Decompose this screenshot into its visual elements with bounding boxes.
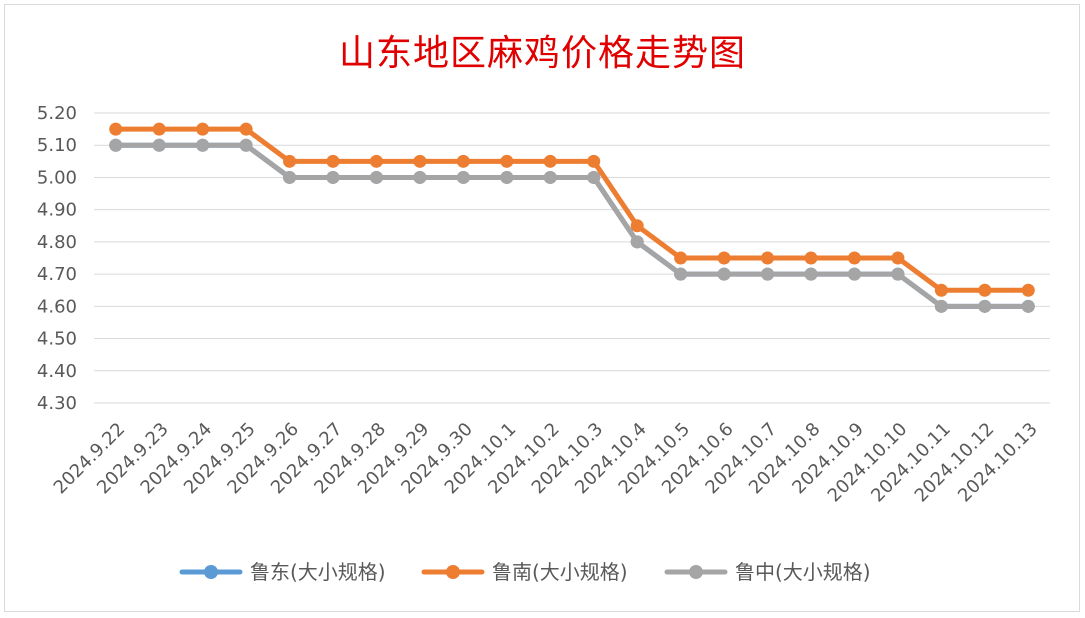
series-0 <box>109 138 1035 313</box>
data-point <box>630 219 644 233</box>
legend[interactable]: 鲁东(大小规格) 鲁南(大小规格) 鲁中(大小规格) <box>179 560 871 584</box>
y-tick-label: 4.80 <box>37 232 77 253</box>
y-tick-label: 5.10 <box>37 135 77 156</box>
legend-item[interactable]: 鲁中(大小规格) <box>664 560 871 584</box>
data-point <box>674 267 688 281</box>
series-1 <box>109 122 1035 297</box>
data-point <box>717 251 731 265</box>
data-point <box>761 251 775 265</box>
data-point <box>152 138 166 152</box>
y-tick-label: 4.60 <box>37 296 77 317</box>
data-point <box>543 154 557 168</box>
data-point <box>456 170 470 184</box>
data-point <box>283 170 297 184</box>
grid-layer <box>94 112 1050 404</box>
legend-label: 鲁南(大小规格) <box>492 560 628 584</box>
data-point <box>761 267 775 281</box>
legend-marker-icon <box>204 565 218 579</box>
data-point <box>500 154 514 168</box>
y-tick-label: 4.40 <box>37 361 77 382</box>
y-axis: 5.20 5.10 5.00 4.90 4.80 4.70 4.60 4.50 4.40 4.30 <box>37 103 77 414</box>
series-layer <box>109 122 1035 313</box>
data-point <box>978 283 992 297</box>
legend-marker-icon <box>689 565 703 579</box>
data-point <box>239 138 253 152</box>
data-point <box>1021 283 1035 297</box>
data-point <box>369 170 383 184</box>
data-point <box>804 267 818 281</box>
data-point <box>804 251 818 265</box>
data-point <box>891 267 905 281</box>
chart-title: 山东地区麻鸡价格走势图 <box>338 33 746 74</box>
data-point <box>152 122 166 136</box>
data-point <box>500 170 514 184</box>
legend-item[interactable]: 鲁南(大小规格) <box>421 560 628 584</box>
data-point <box>326 170 340 184</box>
data-point <box>1021 299 1035 313</box>
data-point <box>413 170 427 184</box>
y-tick-label: 4.70 <box>37 264 77 285</box>
data-point <box>630 235 644 249</box>
data-point <box>847 267 861 281</box>
data-point <box>369 154 383 168</box>
data-point <box>413 154 427 168</box>
legend-marker-icon <box>446 565 460 579</box>
data-point <box>587 154 601 168</box>
data-point <box>934 299 948 313</box>
data-point <box>109 122 123 136</box>
data-point <box>326 154 340 168</box>
data-point <box>543 170 557 184</box>
data-point <box>283 154 297 168</box>
data-point <box>587 170 601 184</box>
legend-label: 鲁东(大小规格) <box>250 560 386 584</box>
y-tick-label: 4.30 <box>37 393 77 414</box>
data-point <box>978 299 992 313</box>
data-point <box>196 122 210 136</box>
data-point <box>934 283 948 297</box>
data-point <box>456 154 470 168</box>
y-tick-label: 5.20 <box>37 103 77 124</box>
data-point <box>239 122 253 136</box>
data-point <box>891 251 905 265</box>
y-tick-label: 5.00 <box>37 167 77 188</box>
series-line <box>113 142 1031 309</box>
data-point <box>717 267 731 281</box>
series-line <box>113 126 1031 293</box>
data-point <box>109 138 123 152</box>
chart-frame <box>4 4 1080 612</box>
series-line <box>113 142 1031 309</box>
y-tick-label: 4.90 <box>37 200 77 221</box>
x-axis: 2024.9.222024.9.232024.9.242024.9.252024… <box>50 419 1042 507</box>
data-point <box>196 138 210 152</box>
legend-item[interactable]: 鲁东(大小规格) <box>179 560 386 584</box>
data-point <box>847 251 861 265</box>
series-2 <box>109 138 1035 313</box>
y-tick-label: 4.50 <box>37 329 77 350</box>
data-point <box>674 251 688 265</box>
legend-label: 鲁中(大小规格) <box>735 560 871 584</box>
